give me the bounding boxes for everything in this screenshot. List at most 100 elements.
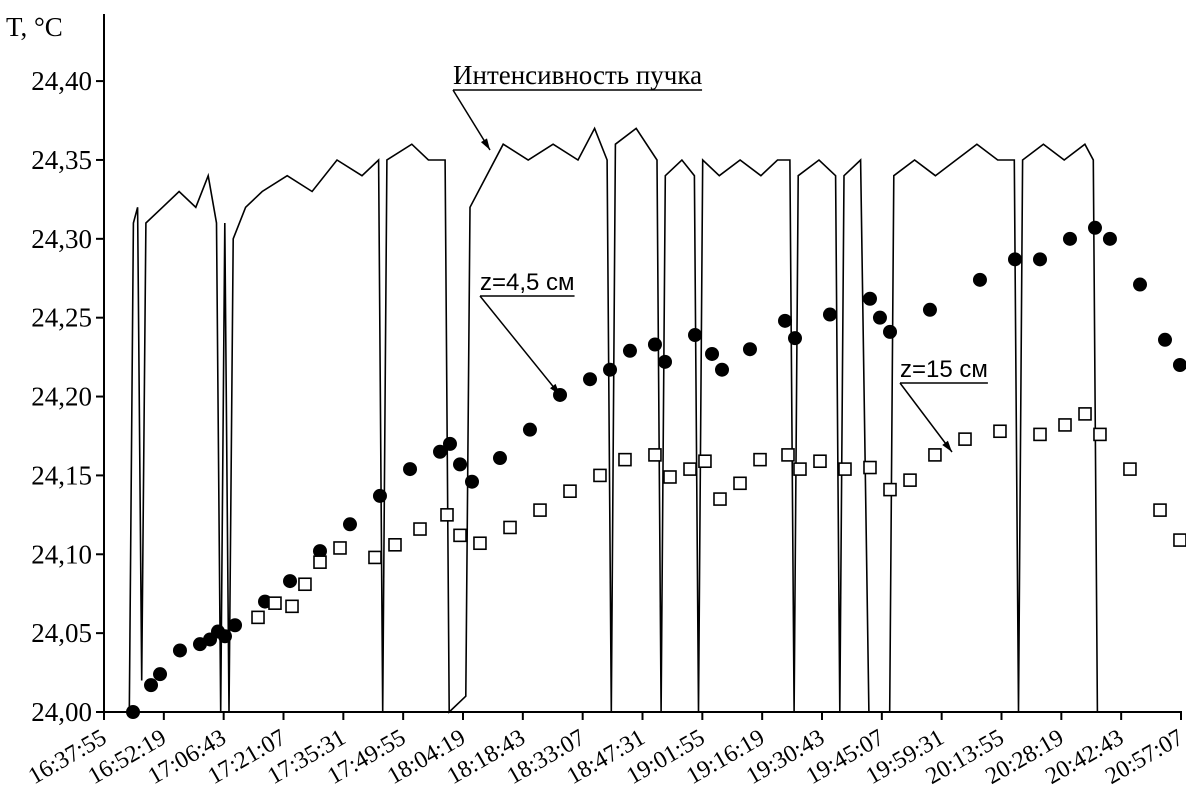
point — [1102, 231, 1117, 246]
point — [822, 307, 837, 322]
point — [658, 354, 673, 369]
point — [473, 536, 487, 551]
y-tick-label: 24,05 — [31, 618, 92, 648]
point — [1058, 418, 1072, 432]
arrow-head — [550, 383, 560, 395]
point — [433, 444, 448, 459]
point — [492, 451, 507, 466]
point — [593, 468, 607, 483]
y-tick-label: 24,00 — [31, 697, 92, 727]
point — [622, 343, 637, 358]
point — [903, 473, 917, 487]
point — [863, 460, 877, 475]
beam-intensity-line — [128, 126, 1099, 714]
point — [698, 454, 712, 469]
point — [993, 424, 1007, 439]
point — [958, 432, 972, 446]
point — [972, 272, 987, 287]
point — [453, 528, 467, 543]
point — [647, 337, 662, 352]
y-tick-label: 24,15 — [31, 460, 92, 490]
point — [442, 436, 457, 451]
point — [713, 492, 727, 506]
point — [312, 544, 327, 559]
point — [787, 331, 802, 346]
point — [1033, 252, 1048, 267]
y-tick-label: 24,20 — [31, 382, 92, 412]
arrow-head — [480, 138, 490, 150]
point — [813, 454, 827, 469]
point — [533, 503, 547, 517]
point — [742, 342, 757, 357]
point — [333, 541, 347, 555]
point — [715, 362, 730, 377]
point — [172, 643, 187, 658]
point — [388, 538, 402, 552]
point — [144, 678, 159, 693]
arrow-head — [942, 440, 952, 452]
label-arrow — [479, 295, 561, 396]
point — [298, 577, 312, 592]
series-label: z=15 см — [900, 356, 988, 383]
point — [1078, 407, 1092, 421]
y-tick-label: 24,10 — [31, 539, 92, 569]
point — [1033, 427, 1047, 442]
point — [687, 328, 702, 343]
point — [251, 610, 265, 625]
y-tick-label: 24,40 — [31, 66, 92, 96]
point — [503, 520, 517, 535]
point — [440, 508, 454, 522]
point — [313, 555, 327, 569]
point — [1093, 427, 1107, 442]
point — [153, 667, 168, 682]
point — [342, 517, 357, 532]
point — [1158, 332, 1173, 347]
point — [368, 550, 382, 565]
point — [1153, 503, 1167, 517]
point — [781, 448, 795, 462]
point — [283, 574, 298, 589]
point — [928, 448, 942, 462]
point — [838, 462, 852, 476]
point — [1008, 252, 1023, 267]
point — [1173, 533, 1186, 547]
point — [922, 302, 937, 317]
point — [413, 522, 427, 536]
point — [1172, 358, 1186, 372]
label-arrow — [452, 89, 491, 151]
point — [883, 482, 897, 497]
point — [618, 452, 632, 467]
point — [403, 462, 418, 477]
point — [683, 462, 697, 476]
point — [872, 310, 887, 325]
point — [778, 313, 793, 328]
point — [733, 476, 747, 491]
point — [217, 629, 232, 644]
point — [1123, 462, 1137, 476]
point — [453, 457, 468, 472]
point — [793, 462, 807, 476]
point — [862, 291, 877, 306]
point — [753, 452, 767, 467]
y-tick-label: 24,25 — [31, 303, 92, 333]
point — [583, 372, 598, 387]
point — [705, 346, 720, 361]
point — [1062, 231, 1077, 246]
point — [1133, 277, 1148, 292]
y-tick-label: 24,35 — [31, 145, 92, 175]
y-axis-label: T, °C — [6, 12, 63, 42]
point — [648, 448, 662, 462]
point — [663, 470, 677, 484]
point — [603, 362, 618, 377]
point — [228, 618, 243, 633]
point — [465, 474, 480, 489]
label-arrow — [899, 382, 953, 453]
series-label: z=4,5 см — [480, 269, 575, 296]
point — [883, 324, 898, 339]
point — [522, 422, 537, 437]
point — [268, 596, 282, 610]
point — [126, 705, 141, 719]
point — [563, 484, 577, 498]
series-label: Интенсивность пучка — [453, 60, 702, 90]
